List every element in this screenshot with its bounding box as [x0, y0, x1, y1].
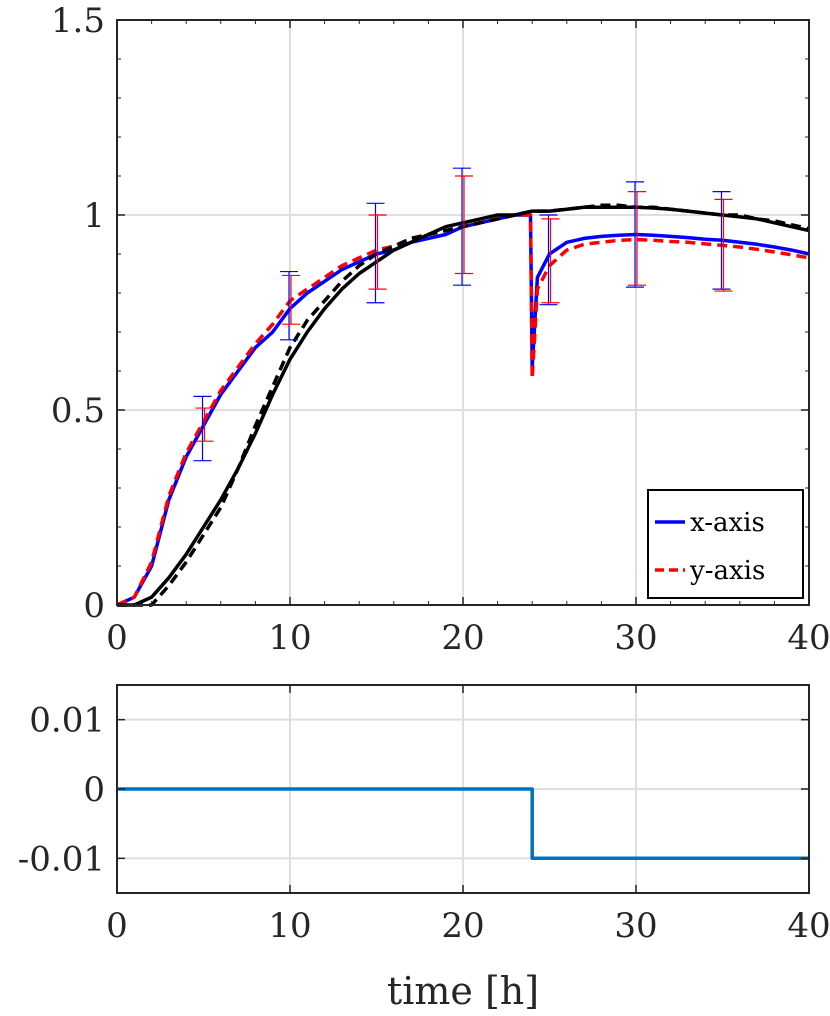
- top-y-tick-label: 1: [83, 196, 105, 236]
- top-grid: [117, 20, 809, 605]
- top-x-tick-label: 0: [106, 618, 128, 658]
- bottom-x-tick-label: 10: [268, 906, 311, 946]
- bottom-x-tick-label: 20: [441, 906, 484, 946]
- bottom-series-group: [117, 787, 809, 861]
- top-tick-labels: 0 10 20 30 40 0 0.5 1 1.5: [51, 1, 830, 658]
- bottom-x-tick-label: 0: [106, 906, 128, 946]
- bottom-chart-panel: 0 10 20 30 400.010-0.01 time [h]: [18, 684, 830, 1013]
- bottom-axes-box: [116, 684, 810, 894]
- bottom-series-line-0: [117, 787, 809, 861]
- top-x-tick-label: 40: [787, 618, 830, 658]
- bottom-y-tick-label: 0.01: [29, 701, 105, 741]
- legend-label-y-axis: y-axis: [689, 556, 765, 586]
- legend-box: [647, 489, 804, 599]
- top-y-tick-label: 0: [83, 586, 105, 626]
- top-axes-box: [116, 19, 810, 606]
- top-x-tick-label: 30: [614, 618, 657, 658]
- legend: x-axis y-axis: [647, 489, 804, 599]
- bottom-y-tick-label: -0.01: [18, 839, 105, 879]
- top-x-tick-label: 10: [268, 618, 311, 658]
- top-series-line-3: [117, 203, 810, 607]
- legend-label-x-axis: x-axis: [690, 508, 765, 538]
- top-x-tick-label: 20: [441, 618, 484, 658]
- top-series-group: [116, 167, 810, 607]
- top-y-tick-label: 1.5: [51, 1, 105, 41]
- bottom-x-tick-label: 30: [614, 906, 657, 946]
- x-axis-title: time [h]: [387, 969, 539, 1013]
- top-chart-panel: 0 10 20 30 40 0 0.5 1 1.5 x-axis y-axis: [51, 1, 830, 658]
- bottom-x-tick-label: 40: [787, 906, 830, 946]
- bottom-tick-labels: 0 10 20 30 400.010-0.01: [18, 701, 830, 946]
- top-y-tick-label: 0.5: [51, 391, 105, 431]
- bottom-y-tick-label: 0: [83, 770, 105, 810]
